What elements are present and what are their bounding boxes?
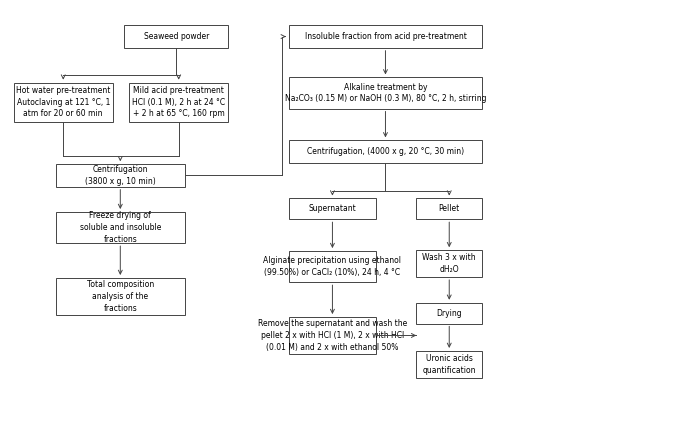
- Text: Alginate precipitation using ethanol
(99.50%) or CaCl₂ (10%), 24 h, 4 °C: Alginate precipitation using ethanol (99…: [264, 256, 401, 277]
- FancyBboxPatch shape: [289, 317, 376, 354]
- FancyBboxPatch shape: [56, 164, 185, 187]
- Text: Pellet: Pellet: [438, 204, 460, 214]
- Text: Centrifugation, (4000 x g, 20 °C, 30 min): Centrifugation, (4000 x g, 20 °C, 30 min…: [307, 147, 464, 156]
- Text: Drying: Drying: [436, 309, 462, 318]
- FancyBboxPatch shape: [56, 212, 185, 243]
- Text: Uronic acids
quantification: Uronic acids quantification: [423, 354, 476, 375]
- FancyBboxPatch shape: [416, 303, 482, 323]
- Text: Total composition
analysis of the
fractions: Total composition analysis of the fracti…: [87, 280, 154, 313]
- Text: Wash 3 x with
dH₂O: Wash 3 x with dH₂O: [423, 253, 476, 274]
- FancyBboxPatch shape: [416, 198, 482, 219]
- Text: Supernatant: Supernatant: [308, 204, 356, 214]
- FancyBboxPatch shape: [14, 82, 113, 122]
- FancyBboxPatch shape: [124, 25, 228, 48]
- Text: Remove the supernatant and wash the
pellet 2 x with HCl (1 M), 2 x with HCl
(0.0: Remove the supernatant and wash the pell…: [258, 319, 407, 352]
- Text: Centrifugation
(3800 x g, 10 min): Centrifugation (3800 x g, 10 min): [85, 165, 155, 186]
- FancyBboxPatch shape: [289, 25, 482, 48]
- FancyBboxPatch shape: [289, 251, 376, 282]
- Text: Alkaline treatment by
Na₂CO₃ (0.15 M) or NaOH (0.3 M), 80 °C, 2 h, stirring: Alkaline treatment by Na₂CO₃ (0.15 M) or…: [285, 82, 486, 103]
- FancyBboxPatch shape: [289, 198, 376, 219]
- Text: Mild acid pre-treatment
HCl (0.1 M), 2 h at 24 °C
+ 2 h at 65 °C, 160 rpm: Mild acid pre-treatment HCl (0.1 M), 2 h…: [132, 86, 225, 118]
- Text: Hot water pre-treatment
Autoclaving at 121 °C, 1
atm for 20 or 60 min: Hot water pre-treatment Autoclaving at 1…: [16, 86, 110, 118]
- Text: Freeze drying of
soluble and insoluble
fractions: Freeze drying of soluble and insoluble f…: [79, 211, 161, 244]
- Text: Insoluble fraction from acid pre-treatment: Insoluble fraction from acid pre-treatme…: [305, 32, 466, 41]
- FancyBboxPatch shape: [289, 140, 482, 163]
- FancyBboxPatch shape: [416, 250, 482, 277]
- Text: Seaweed powder: Seaweed powder: [144, 32, 209, 41]
- FancyBboxPatch shape: [56, 278, 185, 315]
- FancyBboxPatch shape: [416, 351, 482, 378]
- FancyBboxPatch shape: [289, 78, 482, 109]
- FancyBboxPatch shape: [129, 82, 228, 122]
